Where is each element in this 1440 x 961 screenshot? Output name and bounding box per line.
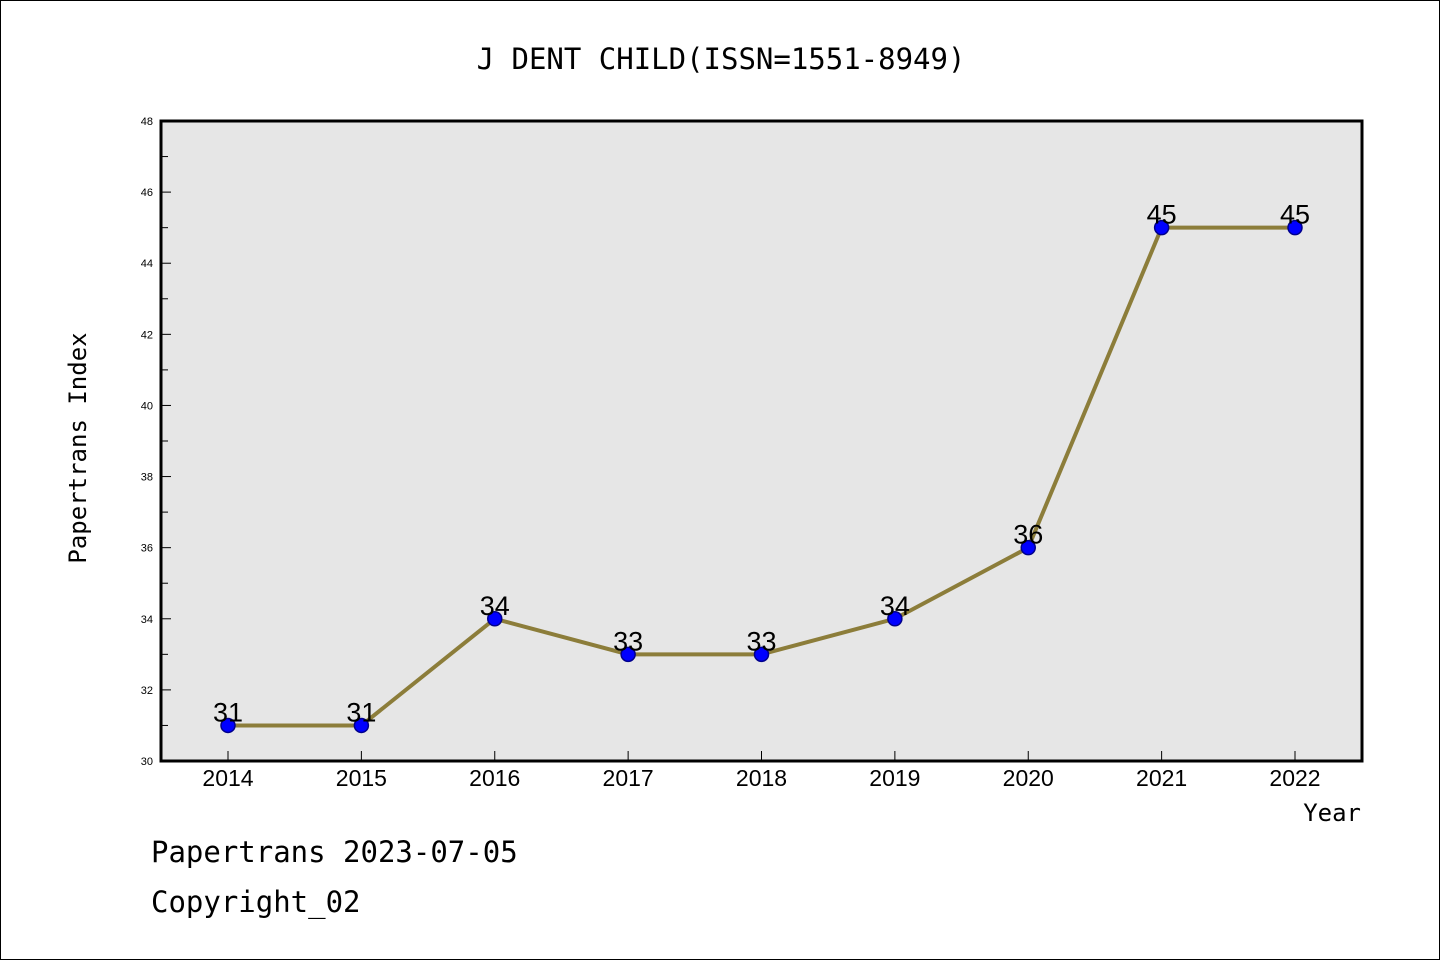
x-tick-label: 2015	[336, 765, 387, 791]
y-tick-label: 34	[141, 614, 153, 626]
data-point-2014	[220, 717, 236, 734]
data-label-2014: 31	[213, 697, 243, 727]
data-point-2021	[1153, 219, 1170, 236]
y-tick-label: 36	[141, 543, 153, 555]
x-tick-label: 2019	[869, 765, 920, 791]
data-point-2019	[887, 611, 903, 627]
y-tick-label: 42	[141, 329, 153, 341]
data-label-2019: 34	[880, 591, 910, 621]
y-tick-label: 46	[141, 187, 153, 199]
x-tick-label: 2022	[1269, 765, 1320, 791]
data-label-2017: 33	[613, 626, 643, 656]
data-label-2015: 31	[346, 697, 376, 727]
data-point-2018	[753, 646, 770, 663]
footer-copyright: Copyright_02	[151, 885, 361, 919]
plot-frame	[159, 119, 1364, 763]
y-tick-label: 30	[141, 756, 153, 768]
data-label-2022: 45	[1280, 200, 1310, 230]
plot-area	[161, 121, 1362, 761]
data-point-2016	[487, 611, 503, 627]
data-point-2015	[353, 717, 370, 734]
chart-title: J DENT CHILD(ISSN=1551-8949)	[477, 42, 966, 76]
x-tick-label: 2021	[1136, 765, 1187, 791]
data-label-2016: 34	[480, 591, 510, 621]
y-tick-label: 44	[141, 258, 153, 270]
data-point-2022	[1287, 219, 1303, 236]
y-tick-label: 32	[141, 685, 153, 697]
y-axis-label: Papertrans Index	[64, 332, 92, 563]
data-label-2021: 45	[1147, 200, 1177, 230]
x-axis: 2014 2015 2016 2017 2018 2019 2020 2021 2022	[202, 751, 1321, 791]
y-tick-label: 48	[141, 116, 153, 128]
data-label-2020: 36	[1013, 520, 1043, 550]
footer-date: Papertrans 2023-07-05	[151, 835, 518, 869]
y-tick-label: 38	[141, 472, 153, 484]
y-axis: 30 32 34 36 38 40 42 44 46 48	[141, 116, 171, 768]
x-tick-label: 2017	[603, 765, 654, 791]
data-labels: 31 31 34 33 33 34 36 45 45	[213, 200, 1310, 728]
y-tick-label: 40	[141, 400, 153, 412]
data-point-2017	[620, 646, 636, 663]
data-point-2020	[1020, 539, 1036, 556]
data-points	[220, 219, 1303, 734]
x-axis-label: Year	[1303, 799, 1361, 827]
x-tick-label: 2018	[736, 765, 787, 791]
data-label-2018: 33	[746, 626, 776, 656]
x-tick-label: 2020	[1003, 765, 1054, 791]
x-tick-label: 2016	[469, 765, 520, 791]
x-tick-label: 2014	[202, 765, 253, 791]
